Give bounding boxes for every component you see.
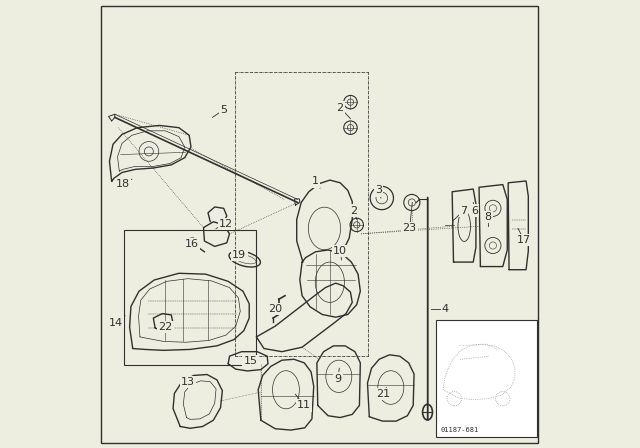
Text: 15: 15	[244, 356, 257, 366]
Text: 9: 9	[334, 374, 342, 383]
Text: 20: 20	[268, 304, 282, 314]
Text: 12: 12	[219, 219, 233, 229]
Text: 2: 2	[350, 206, 357, 215]
Text: 11: 11	[298, 401, 311, 410]
Text: 3: 3	[375, 185, 381, 195]
Text: 2: 2	[337, 103, 344, 112]
Text: 5: 5	[220, 105, 227, 115]
Text: 22: 22	[158, 322, 173, 332]
Text: 2: 2	[350, 206, 357, 215]
Text: 10: 10	[333, 246, 347, 256]
Bar	[124, 230, 256, 365]
Text: 7: 7	[460, 206, 467, 215]
Text: 01187-681: 01187-681	[440, 427, 478, 433]
Text: 21: 21	[376, 389, 390, 399]
Text: 2: 2	[337, 103, 344, 112]
Text: 14: 14	[109, 318, 124, 327]
Text: 19: 19	[232, 250, 246, 260]
Text: 1: 1	[312, 177, 319, 186]
Text: 23: 23	[403, 224, 417, 233]
Text: 6: 6	[471, 206, 478, 215]
Text: 17: 17	[516, 235, 531, 245]
Text: 4: 4	[442, 304, 449, 314]
Text: 13: 13	[181, 377, 195, 387]
Bar	[436, 320, 538, 437]
Text: 16: 16	[186, 239, 199, 249]
Text: 18: 18	[116, 179, 130, 189]
Text: 8: 8	[484, 212, 492, 222]
